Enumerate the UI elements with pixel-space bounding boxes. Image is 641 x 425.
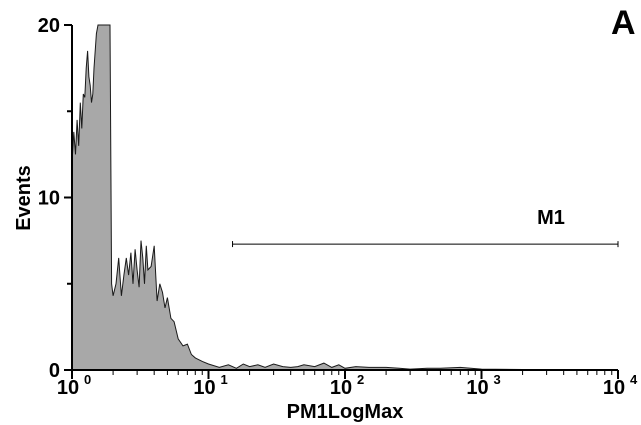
x-tick-label-base: 10 bbox=[603, 377, 625, 399]
x-tick-label-exponent: 4 bbox=[630, 372, 638, 387]
histogram-outline bbox=[71, 24, 619, 371]
x-tick-label: 10 4 bbox=[603, 372, 638, 399]
panel-letter: A bbox=[611, 4, 636, 42]
plot-area bbox=[71, 24, 619, 371]
x-tick-label-base: 10 bbox=[57, 377, 79, 399]
x-tick-label-base: 10 bbox=[193, 377, 215, 399]
histogram-fill bbox=[72, 25, 618, 370]
x-tick-label: 10 2 bbox=[330, 372, 364, 399]
x-tick-label: 10 3 bbox=[466, 372, 500, 399]
x-tick-label-base: 10 bbox=[466, 377, 488, 399]
x-tick-label-exponent: 2 bbox=[357, 372, 364, 387]
x-tick-label: 10 1 bbox=[193, 372, 227, 399]
x-tick-label-exponent: 1 bbox=[221, 372, 228, 387]
x-tick-label-exponent: 3 bbox=[494, 372, 501, 387]
marker-m1-label: M1 bbox=[537, 207, 565, 229]
y-tick-label: 0 bbox=[49, 360, 60, 382]
x-tick-label-base: 10 bbox=[330, 377, 352, 399]
x-axis-label: PM1LogMax bbox=[287, 401, 404, 423]
x-tick-label: 10 0 bbox=[57, 372, 91, 399]
y-tick-label: 20 bbox=[38, 15, 60, 37]
x-tick-label-exponent: 0 bbox=[84, 372, 91, 387]
y-axis-label: Events bbox=[13, 165, 35, 231]
y-tick-label: 10 bbox=[38, 188, 60, 210]
